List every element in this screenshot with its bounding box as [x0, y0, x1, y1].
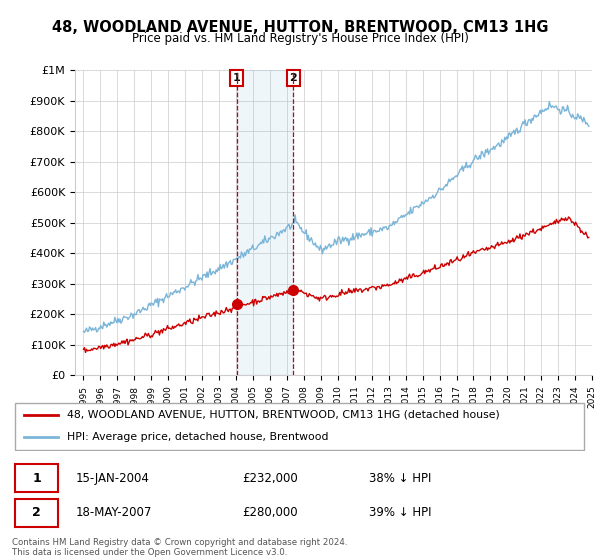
- Text: 1: 1: [32, 472, 41, 484]
- FancyBboxPatch shape: [15, 498, 58, 528]
- Text: 39% ↓ HPI: 39% ↓ HPI: [369, 506, 431, 519]
- Text: 1: 1: [233, 73, 241, 83]
- Text: £280,000: £280,000: [242, 506, 298, 519]
- Text: 18-MAY-2007: 18-MAY-2007: [76, 506, 152, 519]
- FancyBboxPatch shape: [15, 403, 584, 450]
- Text: Contains HM Land Registry data © Crown copyright and database right 2024.
This d: Contains HM Land Registry data © Crown c…: [12, 538, 347, 557]
- Text: £232,000: £232,000: [242, 472, 298, 484]
- Text: 2: 2: [290, 73, 297, 83]
- Bar: [237, 70, 293, 375]
- Text: 38% ↓ HPI: 38% ↓ HPI: [369, 472, 431, 484]
- FancyBboxPatch shape: [15, 464, 58, 492]
- Text: HPI: Average price, detached house, Brentwood: HPI: Average price, detached house, Bren…: [67, 432, 328, 442]
- Text: 48, WOODLAND AVENUE, HUTTON, BRENTWOOD, CM13 1HG (detached house): 48, WOODLAND AVENUE, HUTTON, BRENTWOOD, …: [67, 410, 499, 420]
- Text: 48, WOODLAND AVENUE, HUTTON, BRENTWOOD, CM13 1HG: 48, WOODLAND AVENUE, HUTTON, BRENTWOOD, …: [52, 20, 548, 35]
- Text: 2: 2: [32, 506, 41, 519]
- Text: 15-JAN-2004: 15-JAN-2004: [76, 472, 149, 484]
- Text: Price paid vs. HM Land Registry's House Price Index (HPI): Price paid vs. HM Land Registry's House …: [131, 32, 469, 45]
